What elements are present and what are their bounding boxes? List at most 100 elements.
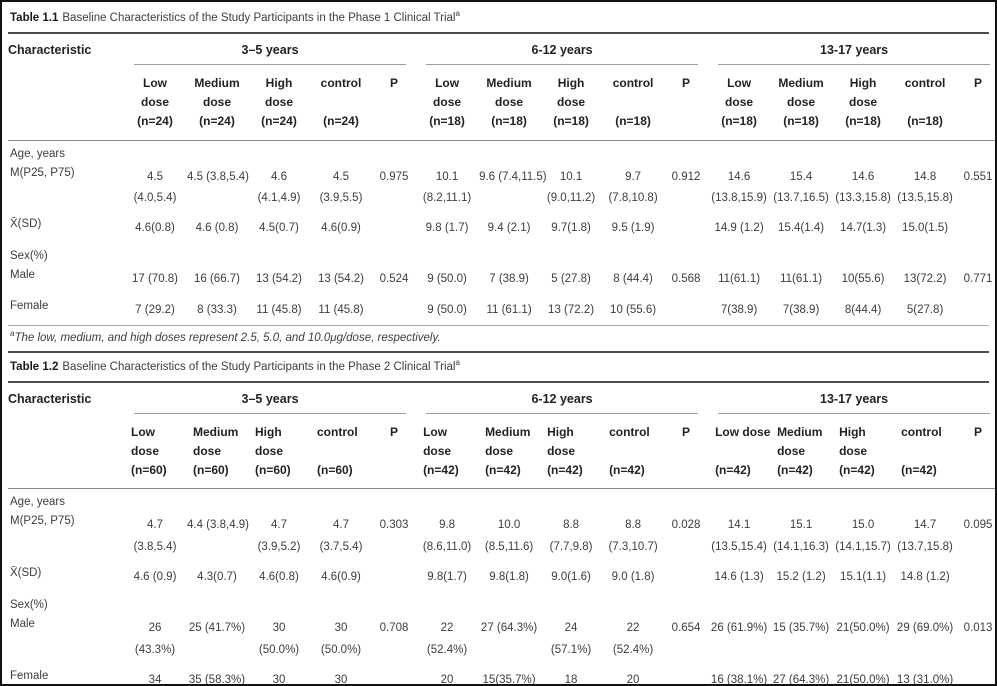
table-row: Age, years [8,140,995,162]
dose-column-header-line: control [317,424,358,439]
data-cell: 14.8 (1.2) [894,562,956,592]
data-cell-line: 26 [148,622,162,635]
data-cell: 30 (50.0%) [310,613,372,665]
data-cell: 14.9 (1.2) [708,213,770,243]
data-cell: 4.5 (3.8,5.4) [186,162,249,214]
data-cell: 13 (72.2) [540,295,602,325]
data-cell-line: 8 (44.4) [613,273,653,286]
table-row: M(P25, P75) 4.5 (4.0,5.4) 4.5 (3.8,5.4) 4.6 (… [8,162,995,214]
data-cell-line: (7.8,10.8) [608,191,658,204]
data-cell: 14.6 (13.3,15.8) [832,162,894,214]
table-row: Age, years [8,489,995,511]
dose-column-header-line: (n=18) [553,114,589,129]
p-value-cell [372,562,416,592]
data-cell-line: 4.6 (0.9) [133,570,177,583]
dose-column-header-line [896,442,954,461]
dose-column-header-line: Low [143,76,167,90]
data-cell-line: 30 [334,622,348,635]
data-cell-line: 8.8 [625,519,642,532]
data-cell: 15.1(1.1) [832,562,894,592]
data-cell: 15.0 (14.1,15.7) [832,510,894,562]
p-column-header: P [664,65,709,141]
dose-column-header-line [312,93,370,112]
data-cell-line: 0.028 [671,519,701,532]
p-column-header: P [956,413,995,490]
dose-column-header-line: dose [423,444,452,459]
data-cell-line: 11 (45.8) [256,303,302,316]
table-1-2-title-label: Table 1.2 [10,360,59,373]
data-cell: 10.1 (9.0,11.2) [540,162,602,214]
data-cell: 9.0 (1.8) [602,562,664,592]
data-cell-line: 10(55.6) [841,273,885,286]
data-cell: 4.6 (0.9) [124,562,186,592]
data-cell: 20(47.6%) [416,665,478,684]
data-cell-line: 20 [626,673,640,686]
data-cell-line: (13.3,15.8) [835,191,891,204]
data-cell-line: 0.524 [379,273,409,286]
data-cell: 21(50.0%) [832,665,894,686]
data-cell-line: 13 (72.2) [548,303,595,316]
data-cell-line: (50.0%) [320,643,362,656]
data-cell-line: 4.7 [333,519,349,532]
data-cell-line: 9.7(1.8) [551,222,591,235]
p-value-cell: 0.095 [956,510,995,562]
row-label: Male [10,618,35,631]
age-group-label: 13-17 years [718,43,991,65]
data-cell: 13 (54.2) [248,264,310,294]
data-cell: 11 (45.8) [310,295,372,325]
table-1-1-title-superscript: a [455,9,460,19]
data-cell-line: (52.4%) [426,643,468,656]
table-row: Male 17 (70.8) 16 (66.7) 13 (54.2) 13 (54.2)… [8,264,995,294]
data-cell-line: 9.8 [439,519,456,532]
data-cell-line: 4.3(0.7) [197,570,237,583]
p-value-cell: 0.524 [372,264,416,294]
p-column-header-line: P [974,76,983,90]
dose-column-header-line: dose [495,95,524,110]
data-cell: 14.7(1.3) [832,213,894,243]
data-cell: 27 (64.3%) [478,613,540,665]
data-cell-line: (13.7,16.5) [773,191,829,204]
data-cell-line: 16 (66.7) [193,273,241,286]
dose-column-header-line: (n=24) [137,114,173,129]
dose-column-header-line: Medium [486,76,532,90]
data-cell-line: 11(61.1) [780,273,823,286]
data-cell: 18(42.9%) [540,665,602,684]
data-cell-line: (13.5,15.8) [897,191,953,204]
row-label: Female [10,669,49,682]
data-cell-line: 21(50.0%) [836,673,890,686]
table-row: Sex(%) [8,243,995,264]
data-cell-line: (3.8,5.4) [133,540,177,553]
data-cell-line: 9.4 (2.1) [487,222,531,235]
dose-column-header: control (n=42) [602,413,665,490]
data-cell-line: 8.8 [563,519,580,532]
data-cell-line: 14.6 (1.3) [714,570,764,583]
data-cell: 5(27.8) [894,295,956,325]
dose-column-header-line [604,93,662,112]
p-value-cell: 0.912 [664,162,708,214]
data-cell: 15.1 (14.1,16.3) [770,510,832,562]
data-cell: 25 (41.7%) [186,613,248,665]
table-1-1-footnote-text: The low, medium, and high doses represen… [14,331,441,344]
data-cell: 8.8 (7.7,9.8) [540,510,602,562]
p-value-cell: 0.013 [956,613,995,665]
dose-column-header: Medium dose (n=24) [186,65,248,141]
data-cell: 35 (58.3%) [186,665,248,684]
data-cell: 9.7 (7.8,10.8) [602,162,664,214]
data-cell: 22 (52.4%) [602,613,664,665]
data-cell: 7 (29.2) [124,295,186,325]
data-cell: 30(50.0%) [310,665,372,684]
p-column-header-line: P [682,424,691,439]
age-group-header: 3–5 years [124,34,416,65]
dose-column-header-line: dose [255,444,284,459]
data-cell-line: 7 (29.2) [135,303,175,316]
dose-column-header-line: Medium [777,424,823,439]
data-cell: 14.7 (13.7,15.8) [894,510,956,562]
data-cell-line: 13(72.2) [903,273,947,286]
data-cell: 10 (55.6) [602,295,664,325]
data-cell-line: 0.551 [963,170,993,183]
data-cell: 11 (45.8) [248,295,310,325]
data-cell-line: 9.7 [625,170,642,183]
phase1-baseline-table: Characteristic 3–5 years 6-12 years 13-17 y… [8,34,995,325]
data-cell-line: (8.5,11.6) [484,540,534,553]
